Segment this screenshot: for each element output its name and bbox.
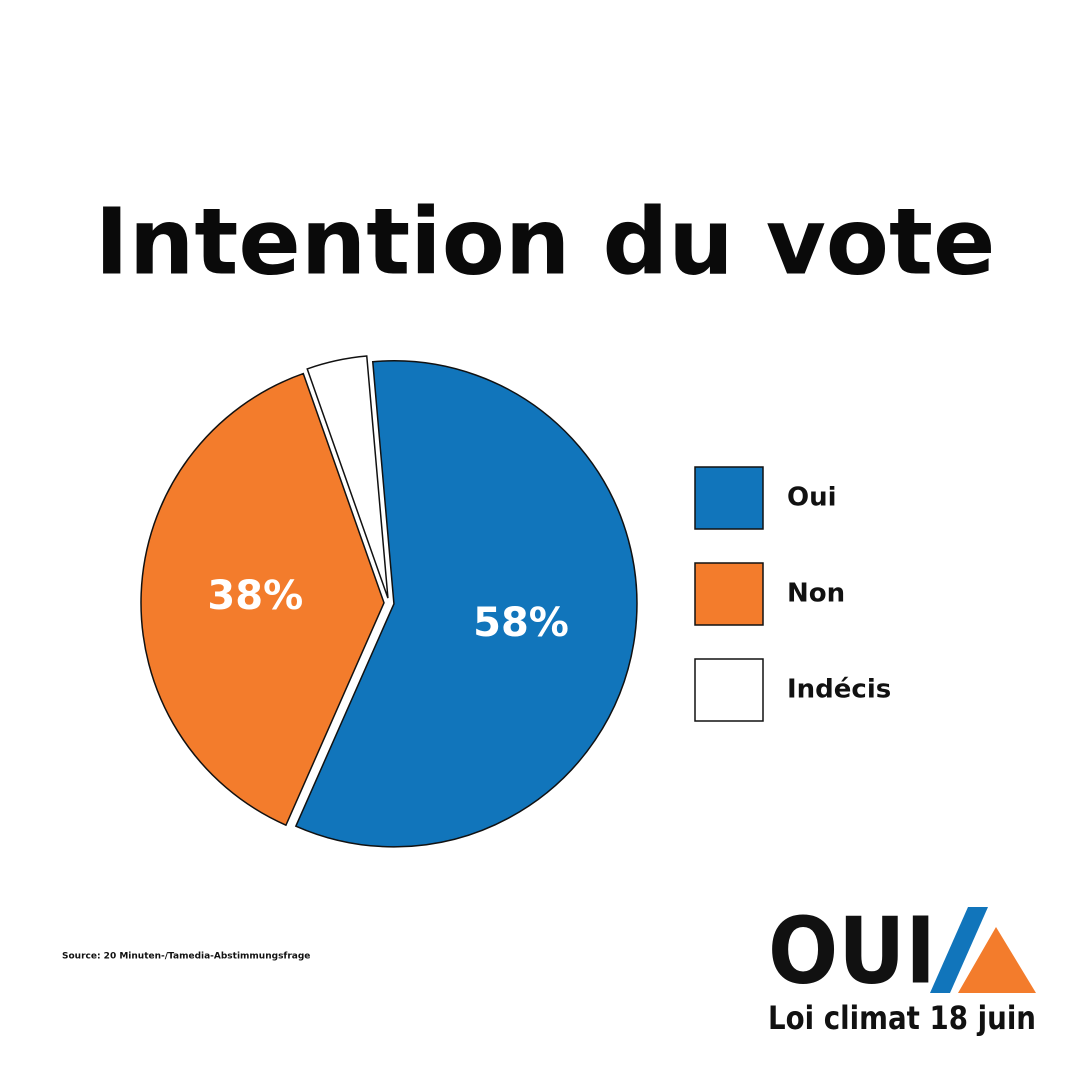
- logo-tagline: Loi climat 18 juin: [768, 999, 1036, 1037]
- data-label: 38%: [207, 573, 303, 619]
- legend-label: Non: [787, 579, 845, 609]
- chart-title: Intention du vote: [95, 188, 996, 295]
- pie-slice: [294, 360, 638, 848]
- logo-triangle: [930, 907, 988, 993]
- source-note: Source: 20 Minuten-/Tamedia-Abstimmungsf…: [62, 952, 310, 962]
- legend-label: Oui: [787, 483, 837, 513]
- logo-word: OUI: [768, 897, 936, 1004]
- pie-slice: [140, 372, 385, 827]
- data-label: 58%: [473, 600, 569, 646]
- pie-slice: [306, 355, 389, 599]
- legend-swatch: [694, 658, 764, 722]
- logo-triangle: [958, 927, 1036, 993]
- logo: OUI Loi climat 18 juin: [768, 897, 1036, 1037]
- legend-label: Indécis: [787, 675, 891, 705]
- legend-swatch: [694, 466, 764, 530]
- legend-swatch: [694, 562, 764, 626]
